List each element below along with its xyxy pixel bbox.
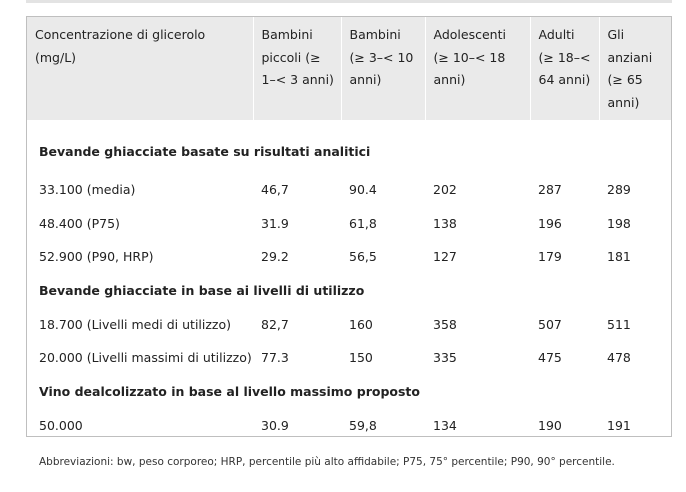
table-cell: 18.700 (Livelli medi di utilizzo) [39,316,232,332]
table-cell: 478 [607,350,631,366]
table-cell: 33.100 (media) [39,182,136,198]
section-row: Bevande ghiacciate in base ai livelli di… [27,274,671,308]
table-cell: 507 [538,316,562,332]
table-cell: 90.4 [349,182,377,198]
table-cell: 150 [349,350,373,366]
table-cell: 29.2 [261,249,289,265]
top-divider [26,0,672,3]
table-cell: 160 [349,316,373,332]
table-cell: 52.900 (P90, HRP) [39,249,154,265]
table-cell: 30.9 [261,417,289,433]
table-cell: 61,8 [349,215,377,231]
header-cell: Bambini piccoli (≥ 1–< 3 anni) [252,17,341,120]
table-row: 50.000 30.9 59,8 134 190 191 [27,409,671,443]
header-cell: Adolescenti (≥ 10–< 18 anni) [424,17,530,120]
table-cell: 56,5 [349,249,377,265]
header-cell: Gli anziani (≥ 65 anni) [598,17,671,120]
table-cell: 48.400 (P75) [39,215,120,231]
table-cell: 82,7 [261,316,289,332]
table-row: 48.400 (P75) 31.9 61,8 138 196 198 [27,207,671,241]
section-title: Vino dealcolizzato in base al livello ma… [39,384,420,399]
glycerol-intake-table-container: Concentrazione di glicerolo (mg/L) Bambi… [26,16,672,437]
table-row: 52.900 (P90, HRP) 29.2 56,5 127 179 181 [27,240,671,274]
table-cell: 46,7 [261,182,289,198]
table-cell: 181 [607,249,631,265]
table-cell: 335 [433,350,457,366]
section-title: Bevande ghiacciate basate su risultati a… [39,143,371,159]
table-cell: 127 [433,249,457,265]
table-row: 18.700 (Livelli medi di utilizzo) 82,7 1… [27,308,671,342]
table-cell: 50.000 [39,417,83,433]
table-cell: 190 [538,417,562,433]
table-cell: 138 [433,215,457,231]
table-cell: 179 [538,249,562,265]
table-cell: 134 [433,417,457,433]
table-cell: 475 [538,350,562,366]
glycerol-intake-table: Concentrazione di glicerolo (mg/L) Bambi… [27,17,671,442]
table-cell: 198 [607,215,631,231]
table-cell: 202 [433,182,457,198]
table-cell: 59,8 [349,417,377,433]
header-cell: Adulti (≥ 18–< 64 anni) [529,17,599,120]
table-cell: 191 [607,417,631,433]
table-cell: 20.000 (Livelli massimi di utilizzo) [39,350,252,366]
section-row: Bevande ghiacciate basate su risultati a… [27,120,671,173]
abbreviations-footnote: Abbreviazioni: bw, peso corporeo; HRP, p… [39,456,615,468]
section-row: Vino dealcolizzato in base al livello ma… [27,375,671,409]
table-cell: 511 [607,316,631,332]
table-row: 20.000 (Livelli massimi di utilizzo) 77.… [27,341,671,375]
table-cell: 287 [538,182,562,198]
table-header-row: Concentrazione di glicerolo (mg/L) Bambi… [27,17,671,120]
table-cell: 196 [538,215,562,231]
header-cell: Concentrazione di glicerolo (mg/L) [27,17,253,120]
table-cell: 358 [433,316,457,332]
table-cell: 289 [607,182,631,198]
table-cell: 77.3 [261,350,289,366]
header-cell: Bambini (≥ 3–< 10 anni) [340,17,425,120]
section-title: Bevande ghiacciate in base ai livelli di… [39,283,365,298]
table-cell: 31.9 [261,215,289,231]
table-row: 33.100 (media) 46,7 90.4 202 287 289 [27,173,671,207]
